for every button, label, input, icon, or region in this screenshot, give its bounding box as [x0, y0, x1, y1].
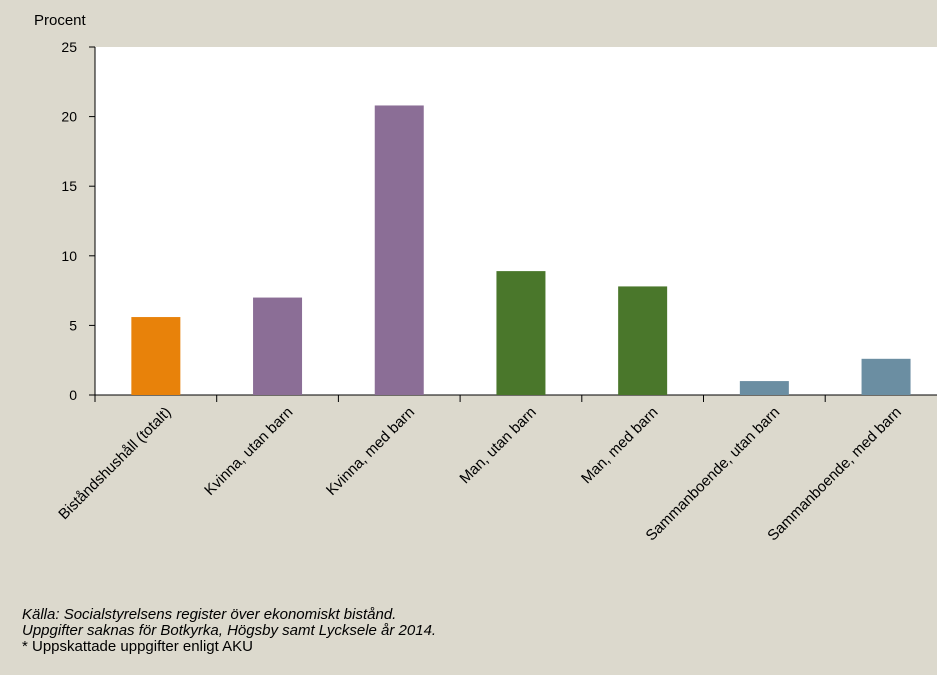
- category-label: Biståndshushåll (totalt): [55, 404, 174, 523]
- x-axis: [94, 394, 937, 402]
- category-label: Man, utan barn: [456, 404, 539, 487]
- y-tick-label: 15: [61, 178, 77, 194]
- missing-data-note: Uppgifter saknas för Botkyrka, Högsby sa…: [22, 622, 437, 639]
- bars: [131, 105, 911, 396]
- y-axis-title: Procent: [34, 12, 87, 29]
- y-tick-label: 10: [61, 248, 77, 264]
- category-label: Sammanboende, med barn: [764, 404, 905, 545]
- estimate-note: * Uppskattade uppgifter enligt AKU: [22, 638, 253, 655]
- category-label: Kvinna, utan barn: [201, 404, 296, 499]
- bar: [618, 286, 668, 395]
- bar-chart: Procent 0 5 10 15 20 25 Biståndshushåll (tota…: [34, 12, 937, 545]
- category-labels: Biståndshushåll (totalt) Kvinna, utan bar…: [55, 404, 905, 545]
- bar: [739, 381, 789, 395]
- y-tick-label: 20: [61, 109, 77, 125]
- bar: [374, 105, 424, 396]
- chart-notes: Källa: Socialstyrelsens register över ek…: [22, 607, 436, 655]
- source-note: Källa: Socialstyrelsens register över ek…: [22, 606, 397, 623]
- y-tick-label: 0: [69, 387, 77, 403]
- bar: [861, 358, 911, 395]
- category-label: Man, med barn: [578, 404, 661, 487]
- bar: [253, 297, 303, 395]
- category-label: Sammanboende, utan barn: [643, 404, 784, 545]
- bar: [496, 271, 546, 395]
- y-tick-label: 5: [69, 317, 77, 333]
- bar: [131, 317, 181, 395]
- y-axis: 0 5 10 15 20 25: [61, 39, 96, 403]
- category-label: Kvinna, med barn: [323, 404, 418, 499]
- y-tick-label: 25: [61, 39, 77, 55]
